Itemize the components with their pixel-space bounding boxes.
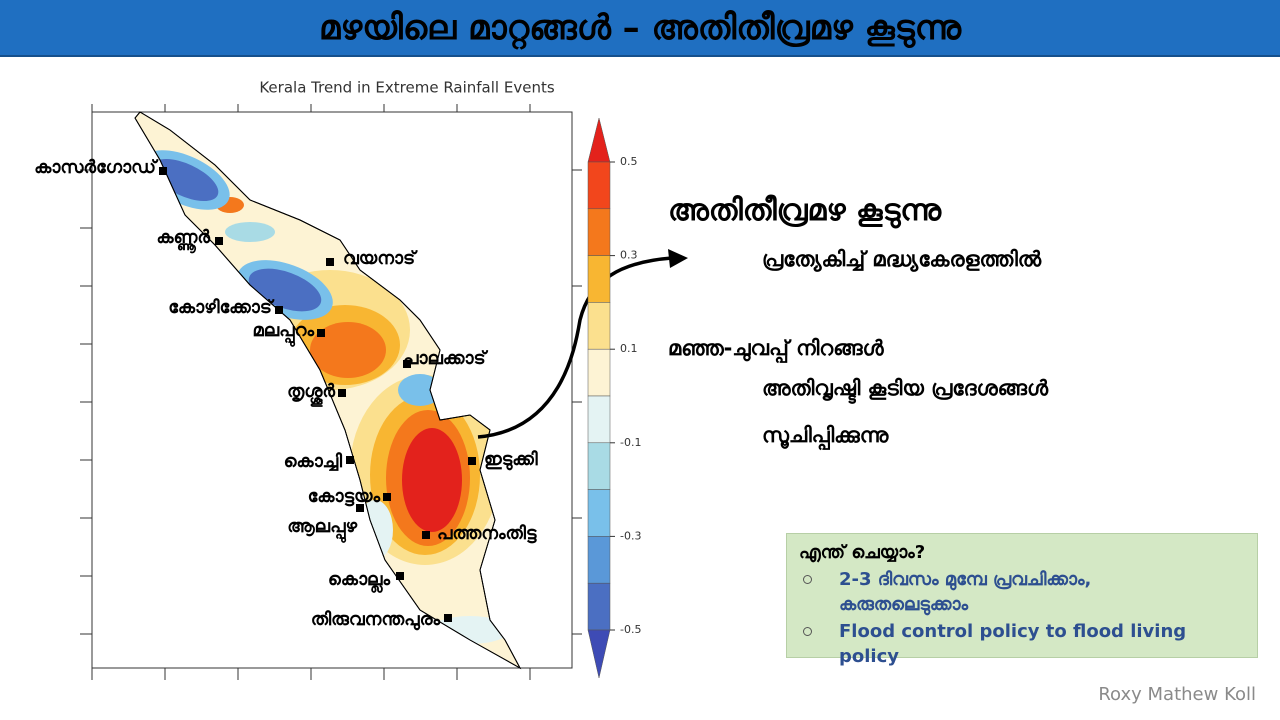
colorbar-segment <box>587 302 611 350</box>
arrow <box>477 256 673 439</box>
colorbar-tick-label: -0.1 <box>620 436 641 449</box>
frame-ticks <box>80 104 582 680</box>
box-item-line: Flood control policy to flood living pol… <box>839 621 1187 667</box>
district-label: കോഴിക്കോട് <box>168 297 275 318</box>
district-marker <box>215 237 223 245</box>
district-label: തൃശ്ശൂർ <box>287 381 335 407</box>
notes-line: മഞ്ഞ-ചുവപ്പ് നിറങ്ങൾ <box>668 336 884 360</box>
box-heading: എന്ത് ചെയ്യാം? <box>799 542 926 563</box>
district-marker <box>346 456 354 464</box>
colorbar-segment <box>587 161 611 210</box>
district-label: പാലക്കാട് <box>403 348 489 369</box>
credit: Roxy Mathew Koll <box>1098 684 1256 705</box>
box-item: Flood control policy to flood living pol… <box>799 619 1245 669</box>
box-item: 2-3 ദിവസം മുമ്പേ പ്രവചിക്കാം, കരുതലെടുക്… <box>799 567 1245 617</box>
district-marker <box>317 329 325 337</box>
district-label: തിരുവനന്തപുരം <box>311 609 441 630</box>
district-label: കോട്ടയം <box>308 486 381 507</box>
box-item-line: 2-3 ദിവസം മുമ്പേ പ്രവചിക്കാം, <box>839 569 1092 590</box>
colorbar-cap <box>587 117 611 163</box>
district-marker <box>326 258 334 266</box>
map-title: Kerala Trend in Extreme Rainfall Events <box>259 79 554 97</box>
district-label: കണ്ണൂർ <box>156 227 210 253</box>
kerala-outline <box>134 111 522 670</box>
district-marker <box>356 504 364 512</box>
colorbar-segment <box>587 489 611 537</box>
colorbar-tick-label: -0.5 <box>620 623 641 636</box>
district-label: കൊല്ലം <box>328 569 391 593</box>
colorbar-tick-label: 0.1 <box>620 342 638 355</box>
title-bar: മഴയിലെ മാറ്റങ്ങൾ – അതിതീവ്രമഴ കൂടുന്നു <box>0 0 1280 57</box>
slide-title: മഴയിലെ മാറ്റങ്ങൾ – അതിതീവ്രമഴ കൂടുന്നു <box>318 7 962 48</box>
notes-line: അതിവൃഷ്ടി കൂടിയ പ്രദേശങ്ങൾ <box>762 376 1049 400</box>
colorbar-segment <box>587 442 611 490</box>
district-marker <box>396 572 404 580</box>
district-marker <box>275 306 283 314</box>
district-marker <box>159 167 167 175</box>
colorbar-segment <box>587 582 611 631</box>
district-label: ആലപ്പുഴ <box>287 516 357 543</box>
district-label: കൊച്ചി <box>284 451 343 472</box>
district-marker <box>422 531 430 539</box>
district-marker <box>444 614 452 622</box>
colorbar-segment <box>587 208 611 256</box>
district-label: കാസർഗോഡ് <box>34 157 159 178</box>
colorbar-segment <box>587 395 611 444</box>
colorbar-tick-label: 0.3 <box>620 249 638 262</box>
map-frame <box>91 111 573 669</box>
notes-subheading: പ്രത്യേകിച്ച് മദ്ധ്യകേരളത്തിൽ <box>762 247 1042 271</box>
action-box: എന്ത് ചെയ്യാം? 2-3 ദിവസം മുമ്പേ പ്രവചിക്… <box>786 533 1258 667</box>
notes-heading: അതിതീവ്രമഴ കൂടുന്നു <box>668 193 942 228</box>
district-marker <box>383 493 391 501</box>
colorbar-segment <box>587 536 611 584</box>
arrow-head <box>668 249 688 268</box>
colorbar-cap <box>587 629 611 679</box>
district-label: പത്തനംതിട്ട <box>437 523 538 544</box>
district-marker <box>403 360 411 368</box>
colorbar-tick-label: -0.3 <box>620 529 641 542</box>
district-marker <box>338 389 346 397</box>
district-marker <box>468 457 476 465</box>
box-item-line: കരുതലെടുക്കാം <box>839 594 969 615</box>
district-label: വയനാട് <box>343 248 419 269</box>
colorbar-tick-label: 0.5 <box>620 155 638 168</box>
notes-line: സൂചിപ്പിക്കുന്നു <box>762 423 889 447</box>
colorbar-segment <box>587 255 611 303</box>
district-label: ഇടുക്കി <box>484 449 538 470</box>
colorbar-segment <box>587 348 611 397</box>
